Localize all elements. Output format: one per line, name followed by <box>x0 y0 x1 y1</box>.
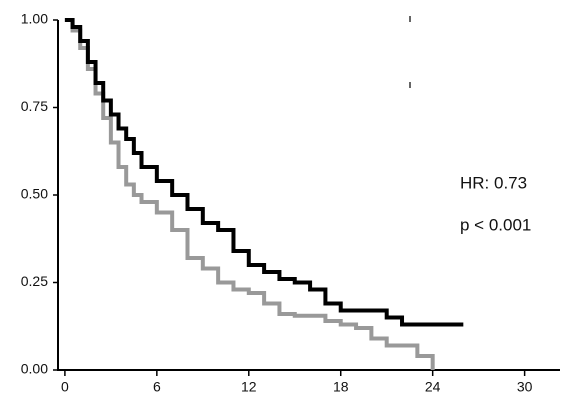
y-tick-label: 0.50 <box>21 186 48 202</box>
x-tick-label: 6 <box>153 379 161 395</box>
y-tick-label: 0.00 <box>21 361 48 377</box>
annotation: p < 0.001 <box>460 215 531 234</box>
x-tick-label: 0 <box>61 379 69 395</box>
y-tick-label: 0.75 <box>21 98 48 114</box>
x-tick-label: 12 <box>241 379 257 395</box>
survival-curve <box>64 18 435 370</box>
y-tick-label: 0.25 <box>21 273 48 289</box>
x-tick-label: 24 <box>425 379 441 395</box>
x-tick-label: 18 <box>333 379 349 395</box>
y-tick-label: 1.00 <box>21 11 48 27</box>
x-tick-label: 30 <box>517 379 533 395</box>
annotation: HR: 0.73 <box>460 173 527 192</box>
survival-curve <box>64 18 464 327</box>
